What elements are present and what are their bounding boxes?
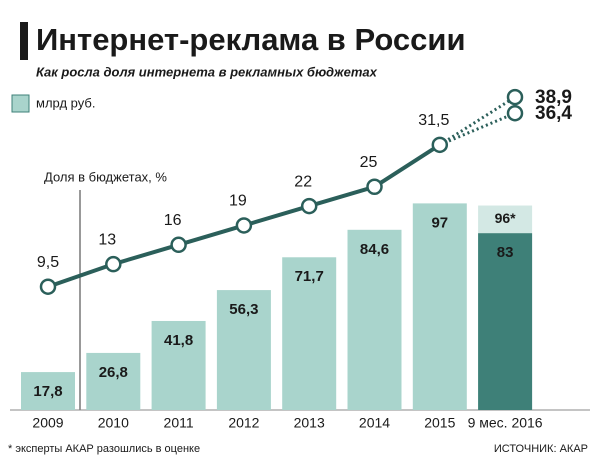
source: ИСТОЧНИК: АКАР [494, 443, 588, 455]
title-bar [20, 22, 28, 60]
bar-label: 83 [497, 244, 514, 261]
forecast-line [439, 111, 516, 147]
bar [478, 233, 533, 410]
forecast-point [506, 88, 524, 106]
x-tick-label: 2009 [32, 415, 63, 431]
line-label: 16 [164, 212, 182, 229]
forecast-point [506, 104, 524, 122]
line-point [105, 255, 122, 273]
x-tick-label: 2010 [98, 415, 129, 431]
line-point [235, 217, 253, 234]
line-label: 19 [229, 193, 247, 210]
line-label: 13 [98, 231, 116, 248]
x-tick-label: 2011 [164, 415, 194, 431]
line-label: Доля в бюджетах, % [44, 169, 167, 184]
line-point [39, 278, 57, 295]
line-label: 9,5 [37, 254, 59, 271]
footnote: * эксперты АКАР разошлись в оценке [8, 443, 200, 455]
bar [412, 203, 467, 410]
legend-swatch [11, 94, 30, 113]
legend-label: млрд руб. [36, 95, 95, 110]
bar-label: 96* [495, 210, 517, 226]
marks: 96* 17,8 2009 26,8 2010 41,8 2011 56,3 2012 71,7 2… [21, 87, 572, 431]
bar-label: 56,3 [229, 301, 258, 318]
line-point [366, 178, 383, 195]
bar [347, 229, 402, 410]
forecast-label: 38,9 [535, 87, 572, 108]
bar [282, 257, 337, 410]
bar-label: 84,6 [360, 241, 389, 258]
bar-label: 97 [431, 214, 448, 231]
bar [216, 290, 271, 410]
x-tick-label: 9 мес. 2016 [468, 415, 543, 431]
x-tick-label: 2014 [359, 415, 390, 431]
x-tick-label: 2015 [424, 415, 455, 431]
line-label: 22 [294, 173, 312, 190]
bar [86, 352, 141, 410]
bar-label: 41,8 [164, 332, 193, 349]
forecast-label: 36,4 [535, 103, 572, 124]
bar [151, 320, 206, 410]
line-label: 31,5 [418, 112, 449, 129]
chart-subtitle: Как росла доля интернета в рекламных бюд… [36, 64, 378, 79]
chart-title: Интернет-реклама в России [36, 22, 466, 57]
bar [21, 372, 75, 410]
bar-label: 26,8 [99, 364, 128, 381]
line-point [431, 136, 449, 154]
x-tick-label: 2013 [294, 415, 325, 431]
x-tick-label: 2012 [228, 415, 259, 431]
bar-label: 17,8 [33, 383, 62, 400]
line-point [170, 236, 187, 254]
bar-label: 71,7 [295, 268, 324, 285]
line-point [300, 197, 318, 215]
line-label: 25 [360, 154, 378, 171]
